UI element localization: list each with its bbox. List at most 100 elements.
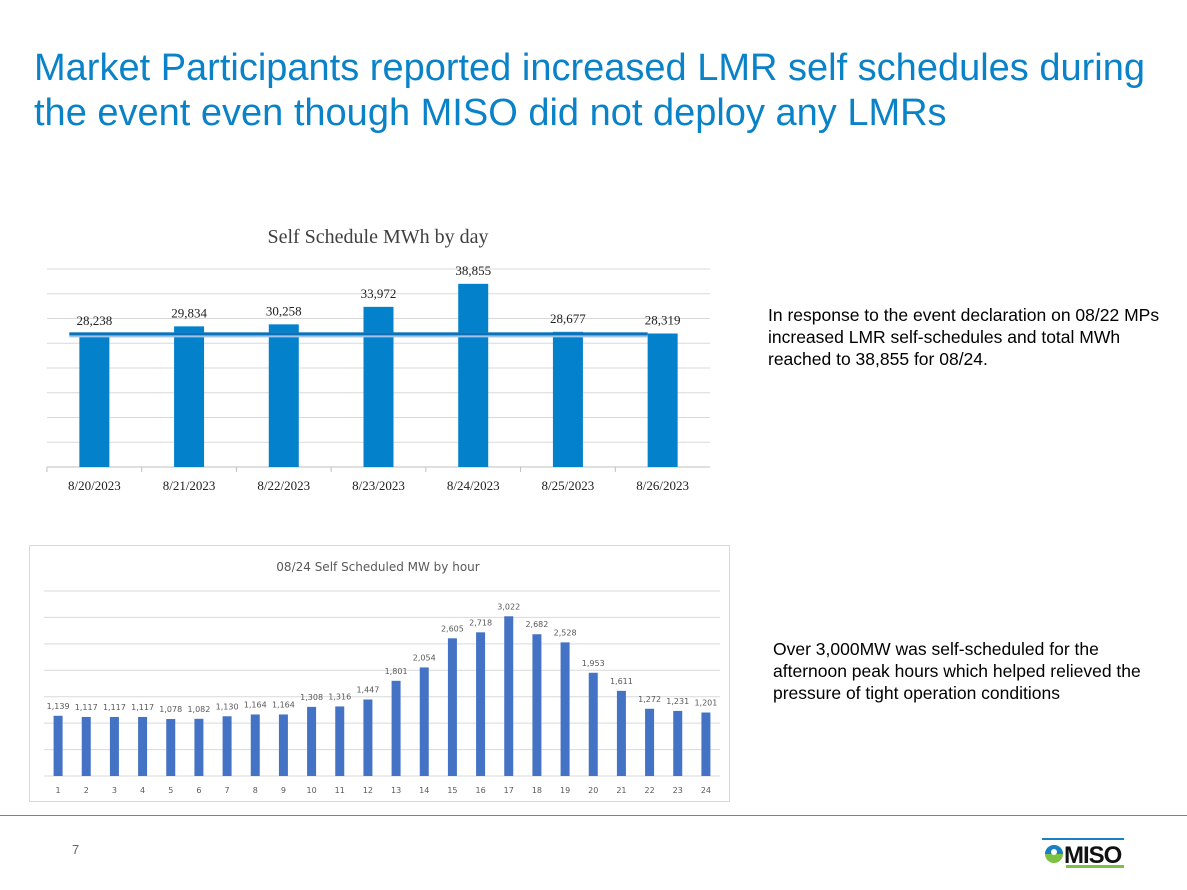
bar <box>335 706 345 776</box>
bar <box>53 715 63 776</box>
daily-chart: Self Schedule MWh by day 28,238 8/20/2023 2… <box>46 226 710 493</box>
x-tick-label: 8/20/2023 <box>68 478 121 493</box>
slide-title: Market Participants reported increased L… <box>34 47 1145 134</box>
data-label: 33,972 <box>361 286 397 301</box>
hourly-chart-frame: 08/24 Self Scheduled MW by hour 1,139 1 1,1… <box>29 545 730 802</box>
data-label: 1,201 <box>694 699 717 708</box>
data-label: 1,801 <box>385 667 408 676</box>
x-tick-label: 20 <box>588 786 598 795</box>
data-label: 1,953 <box>582 659 605 668</box>
x-tick-label: 4 <box>140 786 145 795</box>
data-label: 28,238 <box>76 313 112 328</box>
x-tick-label: 2 <box>84 786 89 795</box>
data-label: 2,605 <box>441 624 464 633</box>
bar <box>81 716 91 776</box>
x-tick-label: 3 <box>112 786 117 795</box>
data-label: 28,319 <box>645 312 681 327</box>
x-tick-label: 15 <box>447 786 457 795</box>
x-tick-label: 16 <box>475 786 485 795</box>
bar <box>560 642 570 776</box>
x-tick-label: 22 <box>644 786 654 795</box>
x-tick-label: 8/21/2023 <box>163 478 216 493</box>
data-label: 29,834 <box>171 305 207 320</box>
x-tick-label: 13 <box>391 786 401 795</box>
bar <box>138 716 148 776</box>
x-tick-label: 8/26/2023 <box>636 478 689 493</box>
data-label: 1,316 <box>328 692 351 701</box>
bar <box>174 326 205 467</box>
data-label: 1,082 <box>187 705 210 714</box>
bar <box>458 283 489 467</box>
bar <box>268 324 299 467</box>
bar <box>447 638 457 776</box>
x-tick-label: 18 <box>532 786 542 795</box>
bar <box>532 634 542 776</box>
data-label: 1,078 <box>159 705 182 714</box>
data-label: 1,231 <box>666 697 689 706</box>
bar <box>701 712 711 776</box>
x-tick-label: 8/23/2023 <box>352 478 405 493</box>
bar <box>647 333 678 467</box>
x-tick-label: 9 <box>281 786 286 795</box>
data-label: 2,054 <box>413 653 436 662</box>
x-tick-label: 23 <box>673 786 683 795</box>
bar <box>645 708 655 776</box>
bar <box>552 331 583 467</box>
svg-text:MISO: MISO <box>1064 842 1122 869</box>
bar <box>222 716 232 776</box>
x-tick-label: 10 <box>306 786 316 795</box>
data-label: 30,258 <box>266 303 302 318</box>
bar <box>363 699 373 776</box>
data-label: 2,718 <box>469 618 492 627</box>
bar <box>278 714 288 776</box>
data-label: 1,117 <box>103 703 126 712</box>
data-label: 1,447 <box>356 686 379 695</box>
x-tick-label: 8/24/2023 <box>447 478 500 493</box>
bar <box>616 690 626 776</box>
x-tick-label: 19 <box>560 786 570 795</box>
page-number: 7 <box>72 842 80 857</box>
bar <box>504 616 514 776</box>
x-tick-label: 6 <box>196 786 201 795</box>
x-tick-label: 7 <box>225 786 230 795</box>
footer-divider <box>0 815 1187 816</box>
data-label: 3,022 <box>497 602 520 611</box>
data-label: 1,611 <box>610 677 633 686</box>
bar <box>250 714 260 776</box>
data-label: 1,117 <box>131 703 154 712</box>
data-label: 1,272 <box>638 695 661 704</box>
data-label: 2,528 <box>554 628 577 637</box>
chart-title: 08/24 Self Scheduled MW by hour <box>276 560 479 574</box>
bar <box>307 706 317 776</box>
data-label: 2,682 <box>525 620 548 629</box>
x-tick-label: 17 <box>504 786 514 795</box>
x-tick-label: 11 <box>335 786 345 795</box>
x-tick-label: 14 <box>419 786 429 795</box>
data-label: 1,164 <box>272 700 295 709</box>
x-tick-label: 8 <box>253 786 258 795</box>
bar <box>673 710 683 776</box>
daily-note: In response to the event declaration on … <box>768 305 1160 369</box>
bar <box>79 333 110 467</box>
chart-title: Self Schedule MWh by day <box>267 226 488 248</box>
data-label: 1,117 <box>75 703 98 712</box>
x-tick-label: 24 <box>701 786 711 795</box>
data-label: 1,308 <box>300 693 323 702</box>
bar <box>476 632 486 776</box>
bar <box>363 306 394 467</box>
x-tick-label: 1 <box>56 786 61 795</box>
bar <box>194 718 204 776</box>
data-label: 28,677 <box>550 311 586 326</box>
x-tick-label: 12 <box>363 786 373 795</box>
bar <box>109 716 119 776</box>
x-tick-label: 5 <box>168 786 173 795</box>
data-label: 1,130 <box>216 702 239 711</box>
data-label: 1,164 <box>244 700 267 709</box>
bar <box>391 680 401 776</box>
x-tick-label: 8/22/2023 <box>257 478 310 493</box>
data-label: 38,855 <box>455 263 491 278</box>
bar <box>419 667 429 776</box>
hourly-chart: 08/24 Self Scheduled MW by hour 1,139 1 1,1… <box>44 560 720 795</box>
hourly-note: Over 3,000MW was self-scheduled for the … <box>773 639 1141 703</box>
bar <box>588 672 598 776</box>
